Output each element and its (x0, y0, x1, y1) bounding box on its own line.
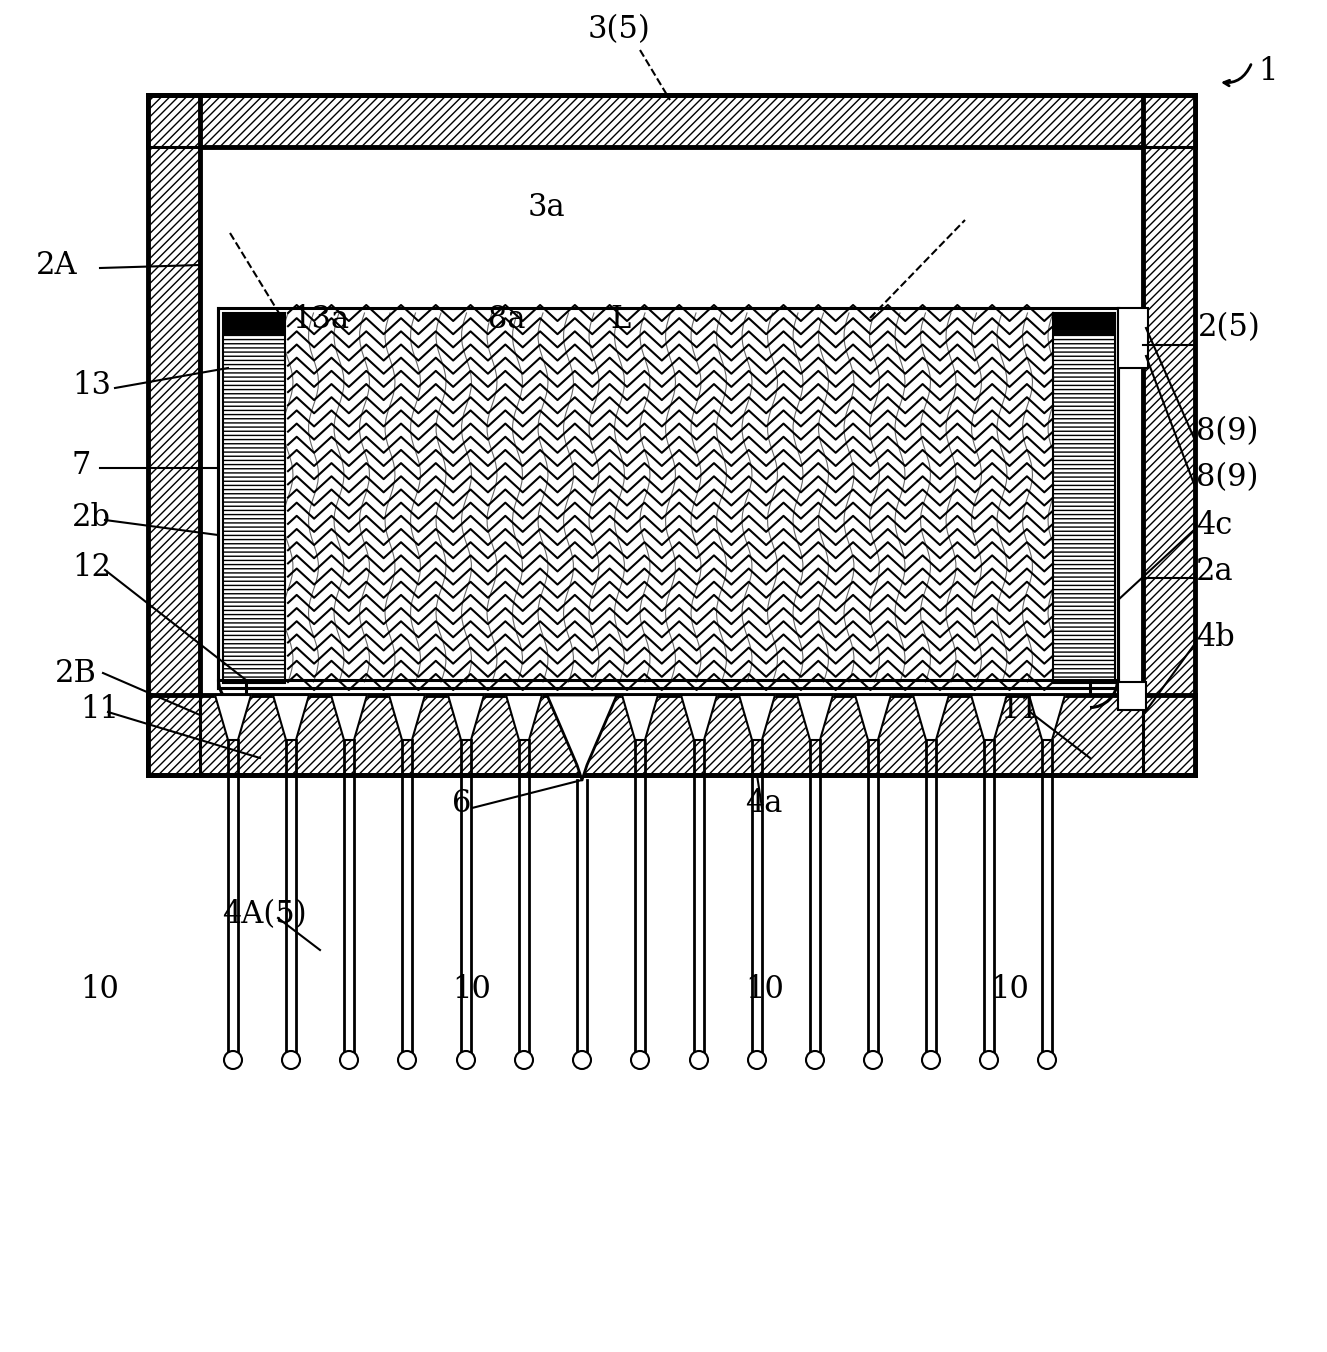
Bar (1119, 681, 1147, 710)
Text: 4A(5): 4A(5) (222, 899, 307, 930)
Polygon shape (1028, 695, 1066, 740)
Circle shape (340, 1051, 358, 1069)
Text: 6: 6 (453, 787, 471, 818)
Circle shape (805, 1051, 824, 1069)
Circle shape (224, 1051, 242, 1069)
Circle shape (283, 1051, 300, 1069)
Polygon shape (215, 695, 251, 740)
Text: 8(9): 8(9) (1196, 416, 1258, 448)
Circle shape (632, 1051, 649, 1069)
Text: 2a: 2a (1196, 557, 1234, 588)
Text: 8(9): 8(9) (1196, 462, 1258, 493)
Text: 10: 10 (80, 975, 119, 1006)
Text: 4a: 4a (744, 787, 783, 818)
Text: 13: 13 (72, 369, 111, 400)
Text: 10: 10 (744, 975, 784, 1006)
Text: 2B: 2B (54, 657, 97, 688)
Bar (1143, 95, 1196, 775)
Text: 4b: 4b (1196, 622, 1234, 653)
Circle shape (515, 1051, 533, 1069)
Text: 7: 7 (72, 449, 92, 480)
Circle shape (1038, 1051, 1056, 1069)
Polygon shape (798, 695, 833, 740)
Text: 10: 10 (453, 975, 491, 1006)
Polygon shape (913, 695, 949, 740)
Text: 8a: 8a (488, 304, 525, 335)
Bar (1119, 308, 1148, 368)
Bar (149, 695, 1196, 775)
Polygon shape (622, 695, 658, 740)
Text: 3(5): 3(5) (588, 15, 650, 46)
Text: 3a: 3a (528, 192, 565, 223)
Circle shape (398, 1051, 415, 1069)
Polygon shape (273, 695, 309, 740)
Polygon shape (449, 695, 484, 740)
Polygon shape (971, 695, 1007, 740)
Polygon shape (547, 695, 617, 780)
Text: 11: 11 (1001, 695, 1039, 726)
Bar (223, 314, 285, 335)
Text: 2b: 2b (72, 503, 111, 534)
Circle shape (456, 1051, 475, 1069)
Circle shape (748, 1051, 766, 1069)
Text: 13a: 13a (292, 304, 349, 335)
Bar (223, 314, 285, 683)
Polygon shape (330, 695, 368, 740)
Text: 1: 1 (1258, 57, 1278, 88)
Circle shape (922, 1051, 940, 1069)
Polygon shape (855, 695, 890, 740)
Circle shape (573, 1051, 591, 1069)
Bar (1054, 314, 1115, 683)
Text: 10: 10 (990, 975, 1028, 1006)
Text: 4c: 4c (1196, 510, 1233, 541)
Bar (149, 95, 200, 775)
Text: 2A: 2A (36, 250, 77, 280)
Text: 12: 12 (72, 553, 111, 584)
Text: 2(5): 2(5) (1198, 312, 1261, 343)
Polygon shape (681, 695, 717, 740)
Polygon shape (389, 695, 425, 740)
Polygon shape (739, 695, 775, 740)
Bar (218, 308, 1119, 688)
Circle shape (864, 1051, 882, 1069)
Circle shape (981, 1051, 998, 1069)
Bar (1054, 314, 1115, 335)
Text: L: L (610, 304, 630, 335)
Circle shape (690, 1051, 709, 1069)
Polygon shape (506, 695, 541, 740)
Bar (149, 95, 1196, 147)
Text: 11: 11 (80, 695, 119, 726)
